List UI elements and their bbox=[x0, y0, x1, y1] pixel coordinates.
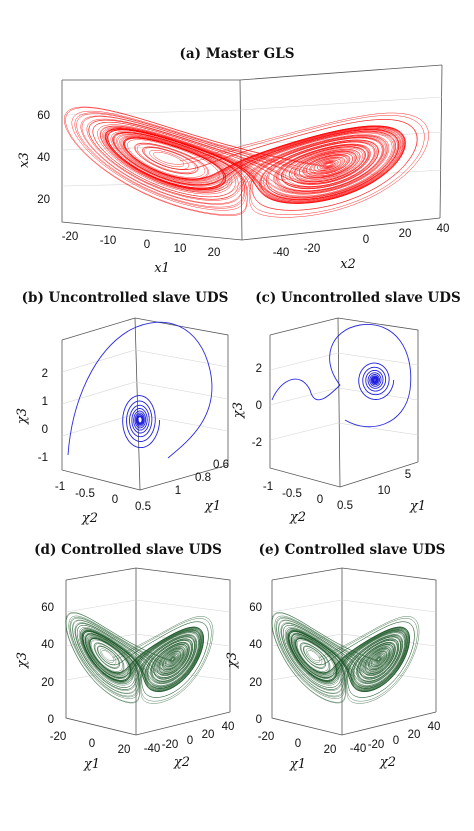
panel-b-ztick-2: 2 bbox=[42, 368, 48, 380]
panel-a-zlabel: x3 bbox=[17, 152, 32, 168]
panel-d-ztick-40: 40 bbox=[41, 639, 54, 651]
panel-a-attractor bbox=[63, 106, 429, 218]
panel-d-ytick-2: -20 bbox=[162, 739, 179, 751]
panel-a-xtick-5: 20 bbox=[208, 247, 221, 259]
uncontrolled-uds-outer-arc bbox=[271, 324, 412, 428]
uncontrolled-uds-spiral bbox=[358, 362, 395, 400]
panel-d-attractor bbox=[65, 612, 214, 704]
panel-d-xtick-2: 0 bbox=[89, 738, 95, 750]
panel-a-ytick-2: -20 bbox=[304, 243, 321, 255]
panel-d-ztick-0: 0 bbox=[48, 714, 54, 726]
panel-b-xtick-4: 0.5 bbox=[135, 501, 151, 513]
panel-d-ytick-4: 20 bbox=[202, 729, 215, 741]
panel-b-ytick-1: 1 bbox=[175, 485, 181, 497]
panel-a-xtick-2: -10 bbox=[100, 235, 117, 247]
panel-d-ytick-3: 0 bbox=[187, 735, 193, 747]
panel-e-ytick-3: 0 bbox=[393, 735, 399, 747]
panel-b-ytick-3: 0.6 bbox=[213, 459, 229, 471]
panel-d-ztick-20: 20 bbox=[41, 677, 54, 689]
panel-a-title: (a) Master GLS bbox=[180, 46, 295, 62]
panel-e-ztick-0: 0 bbox=[256, 714, 262, 726]
panel-a-ztick-60: 60 bbox=[37, 110, 50, 122]
panel-b-xtick-3: 0 bbox=[112, 494, 118, 506]
panel-a-xtick-3: 0 bbox=[144, 239, 150, 251]
panel-d-ylabel: χ2 bbox=[173, 755, 190, 770]
panel-b-ztick-1: 1 bbox=[42, 396, 48, 408]
panel-e-attractor bbox=[271, 612, 420, 704]
uncontrolled-uds-spiral bbox=[122, 395, 161, 449]
panel-c-ytick-10: 10 bbox=[378, 485, 391, 497]
panel-d-title: (d) Controlled slave UDS bbox=[34, 542, 222, 558]
panel-b-ztick-m1: -1 bbox=[38, 452, 48, 464]
panel-b-ztick-0: 0 bbox=[42, 424, 48, 436]
panel-c-ztick-m2: -2 bbox=[252, 437, 262, 449]
panel-e-ztick-20: 20 bbox=[249, 677, 262, 689]
panel-b-xlabel: χ2 bbox=[81, 511, 98, 526]
panel-a-ytick-5: 40 bbox=[437, 223, 450, 235]
panel-c-ylabel: χ1 bbox=[409, 499, 426, 514]
panel-e-ytick-4: 20 bbox=[408, 729, 421, 741]
panel-e-ytick-5: 40 bbox=[428, 721, 441, 733]
panel-b-xtick-2: -0.5 bbox=[75, 488, 95, 500]
panel-e-xtick-2: 0 bbox=[295, 738, 301, 750]
panel-d-ytick-5: 40 bbox=[222, 721, 235, 733]
panel-c: (c) Uncontrolled slave UDS 2 0 -2 χ3 -1 … bbox=[231, 290, 461, 525]
panel-b-ylabel: χ1 bbox=[204, 499, 221, 514]
panel-a-xlabel: x1 bbox=[154, 261, 170, 276]
panel-a-ytick-4: 20 bbox=[399, 228, 412, 240]
panel-e: (e) Controlled slave UDS 60 40 20 0 χ3 -… bbox=[225, 542, 445, 772]
panel-d-xlabel: χ1 bbox=[83, 757, 100, 772]
panel-e-ztick-60: 60 bbox=[249, 602, 262, 614]
panel-c-ytick-5: 5 bbox=[405, 469, 411, 481]
panel-e-ylabel: χ2 bbox=[379, 755, 396, 770]
panel-d-ztick-60: 60 bbox=[41, 602, 54, 614]
panel-b-ytick-2: 0.8 bbox=[195, 472, 211, 484]
panel-c-zlabel: χ3 bbox=[231, 402, 246, 419]
panel-c-axes-box bbox=[269, 317, 419, 488]
panel-a-ztick-40: 40 bbox=[37, 152, 50, 164]
panel-e-xlabel: χ1 bbox=[289, 757, 306, 772]
panel-d-zlabel: χ3 bbox=[15, 652, 30, 669]
panel-c-xlabel: χ2 bbox=[289, 510, 306, 525]
panel-e-ytick-1: -40 bbox=[350, 743, 367, 755]
panel-a-xtick-4: 10 bbox=[174, 243, 187, 255]
panel-e-zlabel: χ3 bbox=[225, 652, 240, 669]
panel-b: (b) Uncontrolled slave UDS 2 1 0 -1 χ3 -… bbox=[15, 290, 229, 526]
panel-a-ztick-20: 20 bbox=[37, 194, 50, 206]
panel-e-ytick-2: -20 bbox=[368, 739, 385, 751]
panel-a-ytick-3: 0 bbox=[363, 234, 369, 246]
panel-c-title: (c) Uncontrolled slave UDS bbox=[255, 290, 461, 306]
panel-e-ztick-40: 40 bbox=[249, 639, 262, 651]
uncontrolled-uds-outer-arc bbox=[67, 321, 213, 459]
panel-b-title: (b) Uncontrolled slave UDS bbox=[22, 290, 229, 306]
panel-c-trajectory bbox=[271, 324, 412, 428]
panel-e-xtick-1: -20 bbox=[258, 731, 275, 743]
panel-c-xtick-4: 0.5 bbox=[337, 500, 353, 512]
panel-b-zlabel: χ3 bbox=[15, 408, 30, 425]
panel-d: (d) Controlled slave UDS 60 40 20 0 χ3 -… bbox=[15, 542, 234, 772]
panel-e-xtick-3: 20 bbox=[324, 744, 337, 756]
panel-c-ztick-2: 2 bbox=[256, 363, 262, 375]
master-gls-trajectory bbox=[63, 106, 429, 218]
panel-b-xtick-1: -1 bbox=[55, 481, 65, 493]
panel-d-xtick-1: -20 bbox=[50, 731, 67, 743]
panel-a-xtick-1: -20 bbox=[62, 231, 79, 243]
panel-b-axes-box bbox=[61, 317, 229, 491]
panel-a-ylabel: x2 bbox=[340, 257, 356, 272]
panel-d-ytick-1: -40 bbox=[144, 743, 161, 755]
controlled-uds-trajectory-e bbox=[271, 612, 420, 704]
panel-c-xtick-1: -1 bbox=[263, 481, 273, 493]
panel-d-xtick-3: 20 bbox=[118, 744, 131, 756]
panel-a: (a) Master GLS 60 40 20 x3 -20 -10 0 10 … bbox=[17, 46, 449, 276]
panel-c-xtick-2: -0.5 bbox=[282, 488, 302, 500]
controlled-uds-trajectory-d bbox=[65, 612, 214, 704]
panel-c-ztick-0: 0 bbox=[256, 400, 262, 412]
panel-e-title: (e) Controlled slave UDS bbox=[259, 542, 446, 558]
panel-b-trajectory bbox=[67, 321, 213, 459]
panel-c-xtick-3: 0 bbox=[317, 494, 323, 506]
panel-a-ytick-1: -40 bbox=[273, 247, 290, 259]
